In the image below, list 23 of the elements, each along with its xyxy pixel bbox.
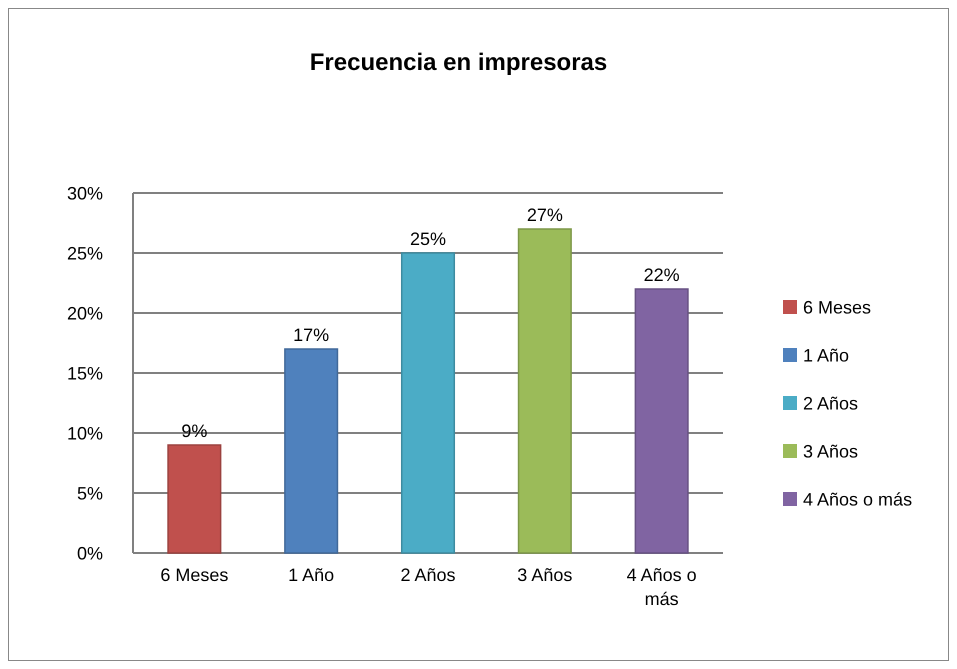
legend-label: 6 Meses	[803, 297, 872, 318]
y-tick-label: 15%	[66, 363, 103, 384]
y-tick-label: 20%	[66, 303, 103, 324]
data-label: 17%	[293, 325, 330, 345]
y-tick-label: 5%	[76, 483, 103, 504]
x-tick-label: 2 Años	[400, 565, 456, 585]
y-tick-label: 30%	[66, 183, 103, 204]
legend-label: 4 Años o más	[803, 489, 912, 510]
data-label: 25%	[410, 229, 446, 249]
y-tick-label: 10%	[66, 423, 103, 444]
legend-label: 2 Años	[803, 393, 858, 414]
data-label: 9%	[181, 421, 208, 441]
y-tick-label: 0%	[76, 543, 103, 564]
chart-title: Frecuencia en impresoras	[310, 49, 608, 76]
x-tick-label: 1 Año	[288, 565, 334, 585]
x-tick-label: 4 Años o más	[626, 565, 697, 609]
legend-label: 3 Años	[803, 441, 858, 462]
legend-label: 1 Año	[803, 345, 850, 366]
y-tick-label: 25%	[66, 243, 103, 264]
data-label: 22%	[644, 265, 680, 285]
x-tick-label: 6 Meses	[160, 565, 228, 585]
x-tick-label: 3 Años	[517, 565, 572, 585]
data-label: 27%	[526, 205, 563, 225]
